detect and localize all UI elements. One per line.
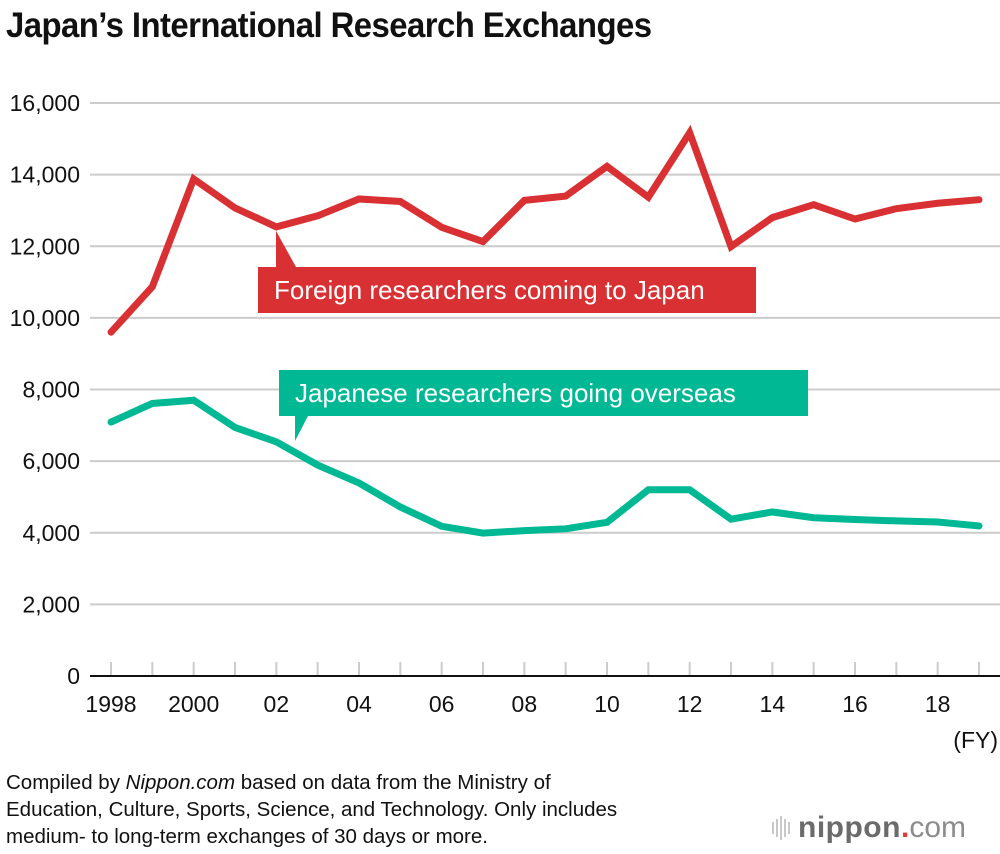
y-tick-label: 4,000 bbox=[22, 520, 80, 546]
y-tick-label: 2,000 bbox=[22, 591, 80, 617]
x-axis-tick-labels: 1998 2000 02 04 06 08 10 12 14 16 18 bbox=[85, 691, 950, 717]
x-tick-label: 10 bbox=[594, 691, 620, 717]
x-tick-label: 04 bbox=[346, 691, 372, 717]
x-tick-label: 02 bbox=[264, 691, 290, 717]
source-note-publisher: Nippon.com bbox=[125, 771, 236, 794]
y-tick-label: 14,000 bbox=[10, 162, 80, 188]
logo-brand: nippon bbox=[798, 811, 901, 844]
nippon-logo: nippon. com bbox=[772, 811, 966, 844]
x-tick-label: 08 bbox=[512, 691, 538, 717]
callout-pointer-foreign bbox=[276, 230, 296, 267]
source-note-line3: medium- to long-term exchanges of 30 day… bbox=[6, 825, 488, 848]
y-axis-tick-labels: 0 2,000 4,000 6,000 8,000 10,000 12,000 14,000 1… bbox=[10, 90, 80, 689]
x-tick-label: 1998 bbox=[85, 691, 136, 717]
chart-title: Japan’s International Research Exchanges bbox=[6, 6, 652, 45]
callout-pointer-japanese bbox=[295, 416, 308, 441]
y-tick-label: 16,000 bbox=[10, 90, 80, 116]
y-tick-label: 0 bbox=[67, 663, 80, 689]
x-tick-label: 06 bbox=[429, 691, 455, 717]
x-tick-label: 12 bbox=[677, 691, 703, 717]
source-note: Compiled by Nippon.com based on data fro… bbox=[6, 769, 766, 850]
logo-suffix: com bbox=[909, 811, 966, 844]
y-tick-label: 8,000 bbox=[22, 377, 80, 403]
annotation-pointers bbox=[276, 230, 308, 441]
logo-dot: . bbox=[900, 811, 910, 844]
x-tick-label: 2000 bbox=[168, 691, 219, 717]
y-tick-label: 10,000 bbox=[10, 305, 80, 331]
x-tick-label: 14 bbox=[760, 691, 786, 717]
soundwave-icon bbox=[772, 816, 790, 840]
x-tick-label: 16 bbox=[842, 691, 868, 717]
series-lines bbox=[107, 124, 983, 537]
x-tick-label: 18 bbox=[925, 691, 951, 717]
series-line-japanese bbox=[107, 396, 983, 537]
x-axis bbox=[90, 662, 1000, 677]
y-tick-label: 6,000 bbox=[22, 448, 80, 474]
y-tick-label: 12,000 bbox=[10, 233, 80, 259]
source-note-rest: based on data from the Ministry of bbox=[235, 771, 551, 794]
series-line-foreign bbox=[107, 124, 983, 336]
series-label-foreign: Foreign researchers coming to Japan bbox=[258, 267, 756, 313]
source-note-prefix: Compiled by bbox=[6, 771, 126, 794]
source-note-line2: Education, Culture, Sports, Science, and… bbox=[6, 798, 618, 821]
x-axis-unit-label: (FY) bbox=[953, 727, 998, 753]
series-label-japanese: Japanese researchers going overseas bbox=[279, 370, 808, 416]
